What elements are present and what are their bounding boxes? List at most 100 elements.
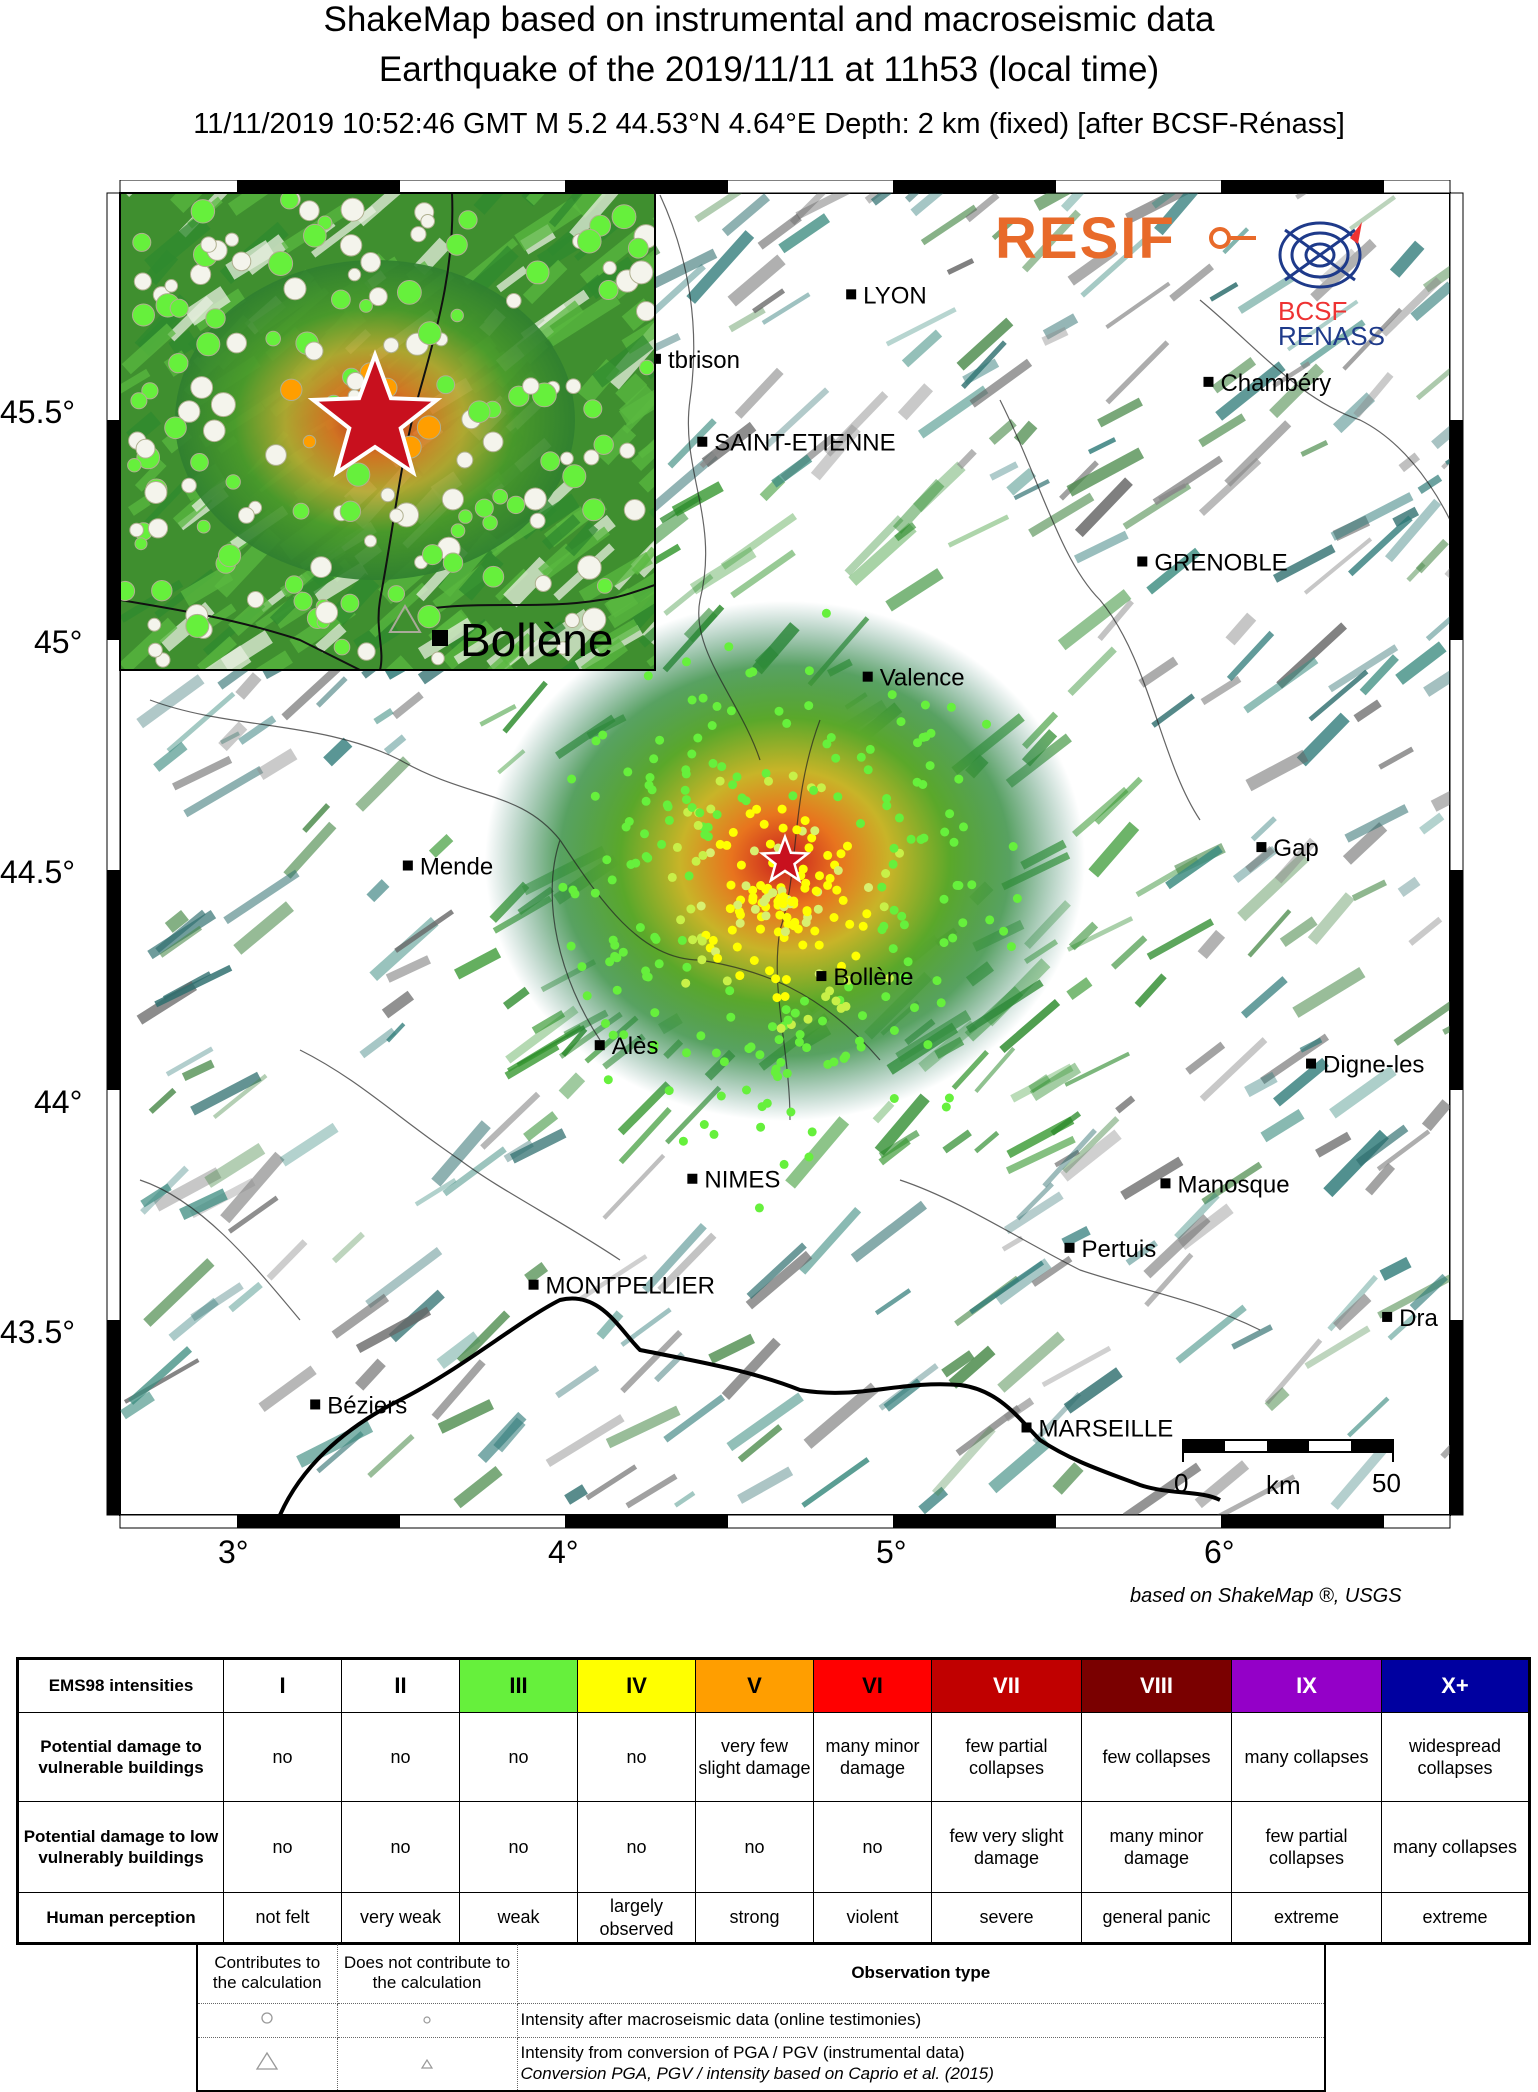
ems-cell: not felt (223, 1892, 342, 1944)
obs-row-macroseismic: Intensity after macroseismic data (onlin… (516, 2002, 1326, 2038)
city-gap: Gap (1256, 835, 1319, 862)
ems-header-row: EMS98 intensities I II III IV V VI VII VIII IX X+ (17, 1658, 1530, 1713)
svg-text:RESIF: RESIF (995, 206, 1176, 271)
city-pertuis: Pertuis (1064, 1236, 1157, 1263)
ems-cell: no (223, 1801, 342, 1893)
svg-text:Manosque: Manosque (1177, 1171, 1289, 1198)
ems-header-label: EMS98 intensities (17, 1658, 224, 1713)
ems-level-i: I (223, 1658, 342, 1713)
lon-label-4: 4° (548, 1534, 579, 1570)
lon-label-6: 6° (1204, 1534, 1235, 1570)
ems-cell: severe (931, 1892, 1082, 1944)
city-markers: LYON tbrison Chambéry SAINT-ETIENNE GRENOBLE… (310, 282, 1438, 1442)
inset-town-marker (432, 630, 448, 646)
city-al-s: Alès (594, 1033, 658, 1060)
observation-type-table: Contributes to the calculation Does not … (196, 1942, 1326, 2092)
ems-level-ix: IX (1231, 1658, 1382, 1713)
ems-cell: no (577, 1801, 696, 1893)
ems-cell: no (459, 1801, 578, 1893)
ems-row-label: Potential damage to vulnerable buildings (17, 1712, 224, 1802)
ems-row-low-vulnerable: Potential damage to low vulnerably build… (17, 1801, 1530, 1893)
ems-cell: extreme (1381, 1892, 1530, 1944)
ems-cell: many minor damage (813, 1712, 932, 1802)
ems-cell: no (459, 1712, 578, 1802)
resif-logo: RESIF (995, 206, 1256, 271)
ems-cell: few partial collapses (1231, 1801, 1382, 1893)
ems-cell: general panic (1081, 1892, 1232, 1944)
lon-label-3: 3° (218, 1534, 249, 1570)
lat-label-45: 45° (34, 624, 82, 660)
ems-level-x-plus: X+ (1381, 1658, 1530, 1713)
city-grenoble: GRENOBLE (1137, 550, 1288, 577)
lat-label-44: 44° (34, 1084, 82, 1120)
svg-text:Bollène: Bollène (833, 964, 913, 991)
epicenter-star-icon (758, 833, 812, 884)
svg-text:Valence: Valence (880, 665, 965, 692)
map-title: ShakeMap based on instrumental and macro… (323, 0, 1215, 39)
ems-level-viii: VIII (1081, 1658, 1232, 1713)
small-circle-icon (423, 2016, 431, 2024)
ems-cell: many collapses (1231, 1712, 1382, 1802)
inset-town-label: Bollène (460, 614, 613, 666)
ems-level-vii: VII (931, 1658, 1082, 1713)
coastline (278, 1296, 1221, 1515)
svg-text:tbrison: tbrison (668, 347, 740, 374)
ems-cell: few very slight damage (931, 1801, 1082, 1893)
ems-cell: no (577, 1712, 696, 1802)
ems-level-vi: VI (813, 1658, 932, 1713)
triangle-icon (256, 2051, 279, 2070)
ems-level-iv: IV (577, 1658, 696, 1713)
shakemap: 45.5° 45° 44.5° 44° 43.5° 3° 4° 5° 6° LY… (0, 180, 1464, 1570)
city-mende: Mende (402, 854, 493, 881)
city-lyon: LYON (846, 282, 927, 309)
svg-text:km: km (1266, 1470, 1301, 1500)
lat-label-44-5: 44.5° (0, 854, 75, 890)
ems-row-perception: Human perception not felt very weak weak la… (17, 1892, 1530, 1944)
ems-cell: no (341, 1801, 460, 1893)
svg-text:0: 0 (1174, 1468, 1188, 1498)
svg-text:BCSF: BCSF (1278, 296, 1347, 326)
ems-cell: no (695, 1801, 814, 1893)
city-nimes: NIMES (687, 1167, 780, 1194)
city-chamb-ry: Chambéry (1203, 370, 1331, 397)
city-dra: Dra (1382, 1305, 1438, 1332)
map-subtitle: Earthquake of the 2019/11/11 at 11h53 (l… (378, 50, 1160, 89)
svg-text:Béziers: Béziers (327, 1392, 407, 1419)
ems-cell: extreme (1231, 1892, 1382, 1944)
svg-text:NIMES: NIMES (704, 1167, 780, 1194)
ems-row-label: Potential damage to low vulnerably build… (17, 1801, 224, 1893)
obs-row-instrumental: Intensity from conversion of PGA / PGV (… (516, 2036, 1326, 2092)
circle-icon (261, 2012, 273, 2024)
event-details: 11/11/2019 10:52:46 GMT M 5.2 44.53°N 4.… (193, 108, 1345, 140)
ems-level-ii: II (341, 1658, 460, 1713)
svg-text:Gap: Gap (1273, 835, 1318, 862)
lat-label-43-5: 43.5° (0, 1314, 75, 1350)
ems-cell: no (341, 1712, 460, 1802)
city-manosque: Manosque (1160, 1171, 1290, 1198)
ems-cell: violent (813, 1892, 932, 1944)
city-boll-ne: Bollène (816, 964, 913, 991)
ems-cell: largely observed (577, 1892, 696, 1944)
obs-col-contributes: Contributes to the calculation (196, 1942, 338, 2004)
observation-points (558, 608, 1022, 1213)
svg-text:Pertuis: Pertuis (1082, 1236, 1157, 1263)
svg-text:GRENOBLE: GRENOBLE (1154, 550, 1287, 577)
city-marseille: MARSEILLE (1021, 1415, 1174, 1442)
ems-cell: no (813, 1801, 932, 1893)
ems-cell: very weak (341, 1892, 460, 1944)
frame-ticks (106, 180, 1464, 1529)
svg-text:MARSEILLE: MARSEILLE (1039, 1415, 1174, 1442)
lat-label-45-5: 45.5° (0, 394, 75, 430)
shakemap-credit: based on ShakeMap ®, USGS (1130, 1585, 1402, 1607)
svg-text:Dra: Dra (1399, 1305, 1438, 1332)
city-valence: Valence (862, 665, 965, 692)
ems-cell: many minor damage (1081, 1801, 1232, 1893)
ems-cell: many collapses (1381, 1801, 1530, 1893)
small-triangle-icon (420, 2058, 434, 2069)
ems-cell: no (223, 1712, 342, 1802)
svg-text:50: 50 (1372, 1468, 1401, 1498)
svg-text:Digne-les: Digne-les (1323, 1052, 1424, 1079)
ems-cell: weak (459, 1892, 578, 1944)
obs-col-not-contributes: Does not contribute to the calculation (336, 1942, 518, 2004)
ems-cell: few partial collapses (931, 1712, 1082, 1802)
